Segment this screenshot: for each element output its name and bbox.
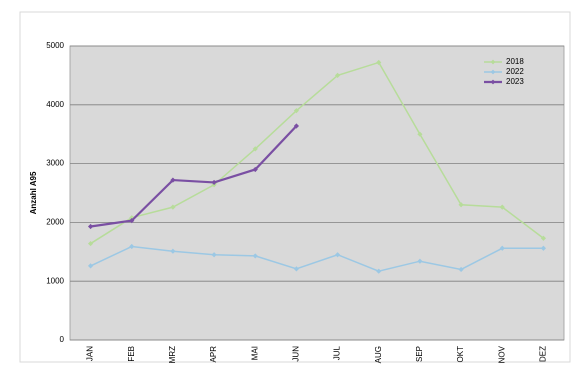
x-tick-label: NOV: [497, 345, 506, 363]
point-marker: [417, 131, 423, 137]
point-marker: [540, 235, 547, 241]
point-marker: [458, 266, 464, 273]
legend-label: 2022: [506, 67, 524, 76]
x-tick-label: JUN: [292, 346, 301, 362]
legend-label: 2018: [506, 57, 524, 66]
plot-area: [69, 45, 565, 341]
x-tick-label: MRZ: [168, 346, 177, 363]
point-marker: [252, 253, 258, 259]
legend-marker: [490, 79, 496, 85]
point-marker: [129, 218, 135, 224]
y-tick-label: 5000: [46, 41, 64, 50]
point-marker: [170, 248, 176, 254]
point-marker: [293, 123, 300, 129]
point-marker: [170, 177, 176, 183]
point-marker: [334, 252, 341, 258]
y-tick-label: 4000: [46, 100, 64, 109]
point-marker: [458, 202, 464, 208]
x-tick-label: DEZ: [539, 346, 548, 362]
y-tick-label: 2000: [46, 218, 64, 227]
point-marker: [376, 59, 382, 66]
y-tick-label: 1000: [46, 276, 64, 285]
x-tick-label: AUG: [374, 346, 383, 363]
y-tick-label: 0: [60, 335, 65, 344]
x-tick-label: SEP: [415, 346, 424, 362]
point-marker: [252, 166, 258, 173]
y-tick-label: 3000: [46, 159, 64, 168]
x-tick-label: APR: [209, 346, 218, 363]
x-tick-label: JUL: [333, 345, 342, 360]
point-marker: [417, 258, 423, 264]
x-tick-label: OKT: [456, 346, 465, 363]
series-line: [90, 125, 298, 228]
x-tick-label: JAN: [86, 346, 95, 361]
point-marker: [87, 223, 94, 230]
point-marker: [499, 204, 505, 210]
series-line: [90, 245, 544, 272]
point-marker: [376, 268, 382, 274]
y-axis-label: Anzahl A95: [29, 171, 38, 214]
point-marker: [334, 72, 341, 78]
legend-marker: [490, 69, 496, 75]
legend-label: 2023: [506, 77, 524, 86]
x-tick-label: FEB: [127, 346, 136, 362]
point-marker: [293, 108, 300, 114]
point-marker: [211, 179, 217, 186]
point-marker: [540, 245, 547, 251]
series-line: [90, 61, 544, 245]
point-marker: [87, 240, 94, 247]
point-marker: [170, 204, 176, 210]
point-marker: [252, 146, 258, 152]
legend-marker: [490, 59, 496, 65]
point-marker: [293, 266, 300, 272]
x-tick-label: MAI: [250, 346, 259, 360]
point-marker: [87, 263, 94, 269]
point-marker: [499, 245, 505, 251]
point-marker: [129, 243, 135, 250]
point-marker: [211, 252, 217, 258]
